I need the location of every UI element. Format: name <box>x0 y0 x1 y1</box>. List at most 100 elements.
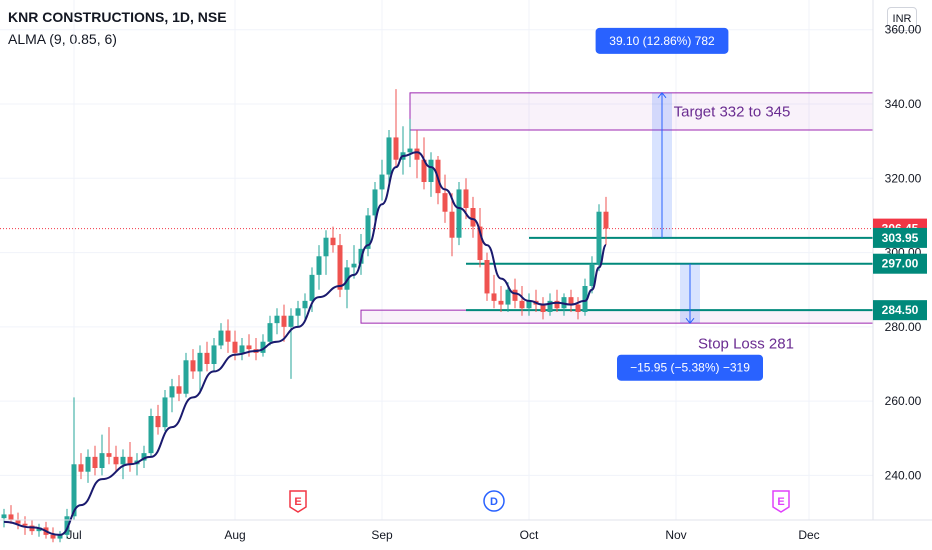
candle-body <box>449 211 455 238</box>
y-tick-label: 340.00 <box>885 97 922 111</box>
target-zone <box>409 92 874 131</box>
candle-body <box>526 300 532 309</box>
candle-body <box>344 267 350 290</box>
earnings-event-1: E <box>294 496 301 508</box>
measures: 39.10 (12.86%) 782 −15.95 (−5.38%) −319 <box>595 27 763 381</box>
measure-up-label: 39.10 (12.86%) 782 <box>609 34 715 48</box>
candle-body <box>50 534 56 539</box>
candle-body <box>575 304 581 312</box>
candle-body <box>162 397 168 428</box>
candle-body <box>414 148 420 160</box>
candle-body <box>190 360 196 372</box>
currency-button[interactable]: INR <box>887 7 917 31</box>
candle-body <box>512 289 518 301</box>
candle-body <box>260 341 266 353</box>
candle-body <box>85 456 91 472</box>
candle-body <box>295 308 301 316</box>
candle-body <box>372 189 378 216</box>
candle-body <box>491 293 497 301</box>
x-tick-label: Jul <box>66 528 81 542</box>
measure-down-label: −15.95 (−5.38%) −319 <box>630 361 750 375</box>
candle-body <box>8 514 14 520</box>
candle-body <box>274 315 280 324</box>
candle-body <box>71 464 77 517</box>
grid <box>0 0 873 520</box>
candle-body <box>78 464 84 472</box>
candle-body <box>505 289 511 305</box>
candle-body <box>120 456 126 465</box>
x-tick-label: Dec <box>798 528 819 542</box>
earnings-event-2-marker <box>772 490 790 513</box>
candle-body <box>393 137 399 160</box>
level-284-50-tag-bg <box>873 300 927 321</box>
candle-body <box>428 159 434 182</box>
candle-body <box>99 453 105 468</box>
candle-body <box>484 260 490 294</box>
candle-body <box>197 352 203 372</box>
candle-body <box>498 300 504 305</box>
zones <box>360 92 874 324</box>
candle-body <box>421 159 427 182</box>
candle-body <box>519 300 525 309</box>
candle-body <box>113 456 119 465</box>
y-tick-label: 280.00 <box>885 320 922 334</box>
candle-body <box>589 263 595 286</box>
candle-body <box>211 345 217 364</box>
candle-body <box>246 345 252 350</box>
candle-body <box>463 189 469 208</box>
candle-body <box>351 263 357 268</box>
candle-body <box>155 416 161 428</box>
time-axis: Jul Aug Sep Oct Nov Dec <box>66 528 819 542</box>
candle-body <box>281 315 287 327</box>
candle-body <box>554 300 560 309</box>
x-tick-label: Aug <box>224 528 245 542</box>
candle-body <box>379 174 385 190</box>
y-tick-label: 240.00 <box>885 468 922 482</box>
annotations: Target 332 to 345 Stop Loss 281 <box>674 103 794 352</box>
level-297-tag-bg <box>873 253 927 274</box>
measure-up-arrow <box>657 92 667 99</box>
candle-body <box>267 323 273 342</box>
candle-body <box>330 237 336 246</box>
stoploss-label: Stop Loss 281 <box>698 336 794 353</box>
x-tick-label: Nov <box>665 528 686 542</box>
candle-body <box>316 256 322 275</box>
candle-body <box>407 148 413 153</box>
measure-up-label-bg <box>595 27 729 54</box>
candle-body <box>92 456 98 468</box>
candle-body <box>302 300 308 309</box>
candle-body <box>365 215 371 249</box>
candle-body <box>386 137 392 175</box>
candle-body <box>204 352 210 364</box>
candles <box>1 89 609 543</box>
candle-body <box>596 211 602 264</box>
y-tick-label: 360.00 <box>885 23 922 37</box>
candle-body <box>225 330 231 342</box>
level-303-95-tag: 303.95 <box>882 231 919 245</box>
y-tick-label: 260.00 <box>885 394 922 408</box>
candle-body <box>64 516 70 535</box>
candle-body <box>540 304 546 312</box>
target-label: Target 332 to 345 <box>674 103 791 120</box>
candle-body <box>183 360 189 394</box>
earnings-event-1-marker <box>289 490 307 513</box>
measure-down-label-bg <box>617 354 763 381</box>
candle-body <box>309 274 315 301</box>
candle-body <box>547 300 553 312</box>
candle-body <box>1 514 7 519</box>
candle-body <box>218 330 224 346</box>
candle-body <box>148 416 154 454</box>
candle-body <box>582 286 588 312</box>
dividend-event-marker <box>483 490 505 512</box>
chart-title: KNR CONSTRUCTIONS, 1D, NSE <box>8 9 227 25</box>
candle-body <box>442 193 448 212</box>
candle-body <box>603 211 609 229</box>
level-297-tag: 297.00 <box>882 257 919 271</box>
candle-body <box>57 534 63 539</box>
measure-down-arrow <box>685 317 695 324</box>
indicator-legend[interactable]: ALMA (9, 0.85, 6) <box>8 31 117 47</box>
x-tick-label: Sep <box>371 528 393 542</box>
